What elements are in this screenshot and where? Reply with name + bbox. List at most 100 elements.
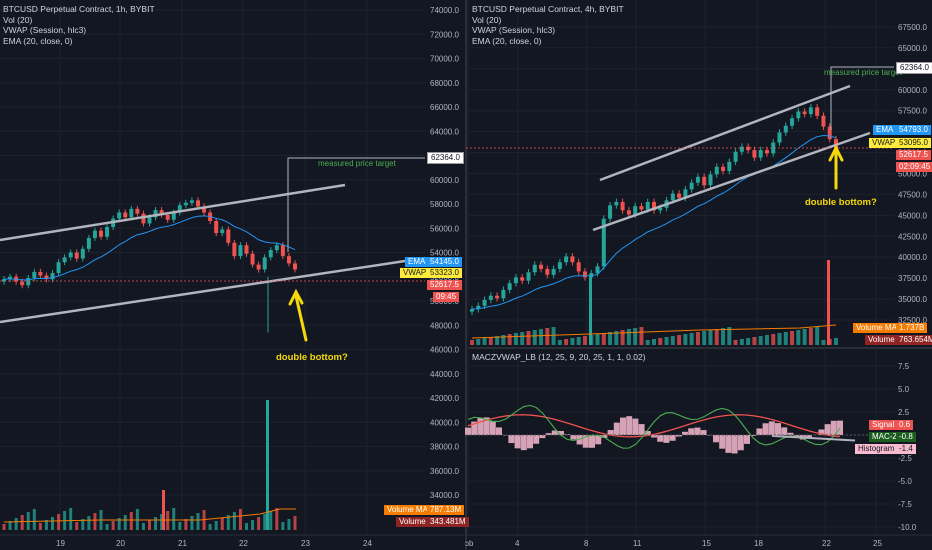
right-candle-body xyxy=(564,256,569,263)
right-candle-body xyxy=(539,264,544,269)
right-candle-body xyxy=(513,277,518,284)
left-legend: BTCUSD Perpetual Contract, 1h, BYBIT Vol… xyxy=(3,4,155,46)
right-legend-vwap: VWAP (Session, hlc3) xyxy=(472,25,556,35)
left-price-tick: 48000.0 xyxy=(430,321,459,330)
right-vwap-label: VWAP xyxy=(869,138,899,148)
left-legend-title: BTCUSD Perpetual Contract, 1h, BYBIT xyxy=(3,4,155,14)
left-volume-bar xyxy=(117,518,121,530)
osc-histogram-bar xyxy=(582,435,589,448)
osc-histogram-bar xyxy=(830,420,837,435)
left-volume-bar xyxy=(287,519,291,530)
osc-histogram-bar xyxy=(824,424,831,435)
left-target-annotation: measured price target xyxy=(318,159,397,168)
osc-histogram-bar xyxy=(719,435,726,449)
right-price-tick: 60000.0 xyxy=(898,86,927,95)
right-volume-bar xyxy=(733,340,738,345)
right-volume-bar xyxy=(488,337,493,345)
right-legend-vol: Vol (20) xyxy=(472,14,502,25)
right-candle-body xyxy=(802,111,807,115)
left-double-bottom-annotation: double bottom? xyxy=(276,352,348,363)
osc-signal-tag: 0.6 xyxy=(896,420,914,430)
right-volume-bar xyxy=(790,331,795,345)
right-candle-body xyxy=(727,161,732,171)
right-candle-body xyxy=(501,289,506,299)
right-candle-body xyxy=(808,107,813,115)
right-volume-bar xyxy=(470,340,474,345)
right-volume-bar xyxy=(633,328,638,345)
right-volume-ma xyxy=(471,324,837,339)
left-price-tag: 52617.5 xyxy=(427,280,462,290)
osc-tick: 2.5 xyxy=(898,408,910,417)
left-volume-bar xyxy=(263,514,267,530)
left-candle-body xyxy=(202,206,207,213)
left-volume-bar xyxy=(220,518,224,530)
left-price-tick: 60000.0 xyxy=(430,176,459,185)
right-double-bottom-annotation: double bottom? xyxy=(805,197,877,208)
right-candle-body xyxy=(470,309,474,312)
right-volume-bar xyxy=(551,327,556,345)
osc-histogram-bar xyxy=(750,435,757,436)
right-ema-line xyxy=(471,134,837,310)
right-candle-body xyxy=(677,193,682,198)
osc-histogram-bar xyxy=(520,435,527,451)
left-volume-bar xyxy=(166,511,170,530)
left-candle-body xyxy=(32,271,37,278)
right-candle-body xyxy=(777,132,782,143)
osc-histogram-bar xyxy=(576,435,583,445)
right-candle-body xyxy=(532,264,537,273)
left-candle-body xyxy=(141,213,146,224)
left-arrow xyxy=(288,288,308,342)
osc-histogram-bar xyxy=(700,430,707,435)
left-volume-bar xyxy=(14,518,18,530)
right-candle-body xyxy=(764,150,769,154)
left-candle-body xyxy=(244,245,249,254)
left-price-tick: 40000.0 xyxy=(430,418,459,427)
left-legend-ema: EMA (20, close, 0) xyxy=(3,35,73,46)
left-volume-bar xyxy=(123,515,127,530)
osc-hist-label: Histogram xyxy=(855,444,898,454)
left-volume-bar xyxy=(226,515,230,530)
right-candle-body xyxy=(557,262,562,269)
left-price-tick: 38000.0 xyxy=(430,443,459,452)
osc-tick: -10.0 xyxy=(898,523,917,532)
left-volume-bar xyxy=(257,517,261,530)
osc-histogram-bar xyxy=(669,435,676,441)
left-candle-body xyxy=(238,245,243,257)
left-candle-body xyxy=(8,276,13,280)
right-candle-body xyxy=(695,176,700,183)
left-candle-body xyxy=(62,257,67,263)
right-candle-body xyxy=(689,182,694,190)
left-volume-bar xyxy=(135,509,139,530)
osc-histogram-bar xyxy=(613,422,620,435)
right-candle-body xyxy=(670,193,675,201)
right-candle-body xyxy=(526,272,531,281)
left-volume-bar xyxy=(162,490,165,530)
right-channel-upper xyxy=(599,84,851,182)
osc-tick: 5.0 xyxy=(898,385,910,394)
right-volume-bar xyxy=(501,335,506,345)
osc-histogram-bar xyxy=(744,435,750,444)
osc-histogram-bar xyxy=(595,435,602,445)
right-volume-bar xyxy=(670,336,675,345)
right-target-tag: 62364.0 xyxy=(896,62,932,74)
left-volume-bar xyxy=(141,523,145,530)
right-price-tick: 45000.0 xyxy=(898,211,927,220)
osc-histogram-bar xyxy=(607,429,614,435)
right-volume-bar xyxy=(639,327,644,345)
osc-histogram-bar xyxy=(551,430,558,435)
right-volume-bar xyxy=(658,338,663,345)
left-candle-body xyxy=(189,200,194,203)
right-volume-bar xyxy=(507,334,512,345)
right-legend-ema: EMA (20, close, 0) xyxy=(472,35,542,46)
left-candle-body xyxy=(280,245,285,257)
osc-histogram-bar xyxy=(818,429,825,435)
osc-histogram-bar xyxy=(806,435,812,439)
osc-legend: MACZVWAP_LB (12, 25, 9, 20, 25, 1, 1, 0.… xyxy=(472,352,646,362)
left-candle-body xyxy=(214,220,219,234)
left-date-tick: 19 xyxy=(56,539,65,548)
left-candle-body xyxy=(86,237,91,249)
right-volume-bar xyxy=(539,329,544,345)
right-legend-title: BTCUSD Perpetual Contract, 4h, BYBIT xyxy=(472,4,624,14)
osc-tick: 7.5 xyxy=(898,362,910,371)
right-volume-bar xyxy=(645,340,650,345)
